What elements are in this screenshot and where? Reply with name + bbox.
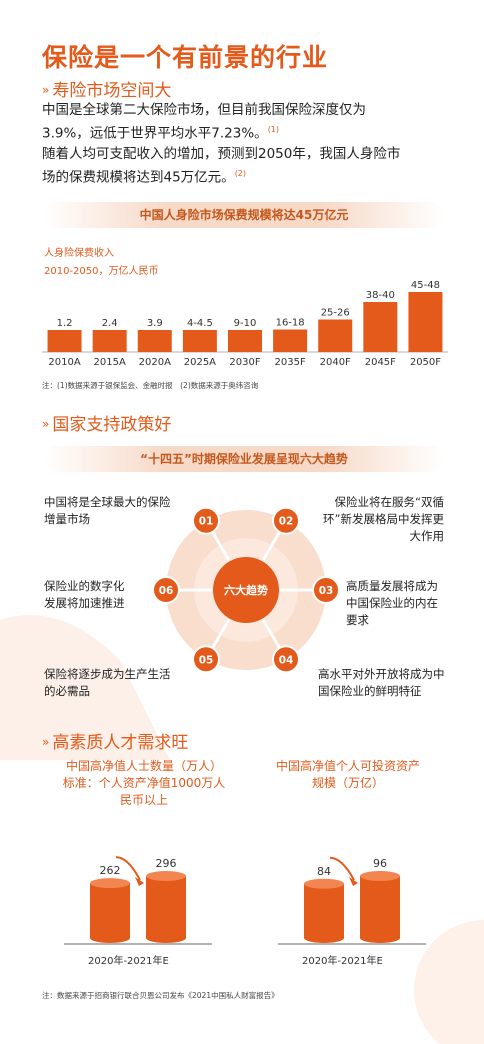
talent-bar — [90, 883, 130, 938]
trend-text-03: 高质量发展将成为 中国保险业的内在 要求 — [346, 579, 438, 627]
talent-bar-top — [90, 878, 130, 889]
trends-banner: “十四五”时期保险业发展呈现六大趋势 — [44, 446, 444, 472]
market-bar — [318, 319, 353, 352]
market-category-label: 2040F — [320, 357, 351, 368]
trend-text-04: 高水平对外开放将成为中 国保险业的鲜明特征 — [318, 667, 445, 698]
trend-text-05: 保险将逐步成为生产生活 的必需品 — [44, 667, 171, 698]
trend-number-badge — [192, 645, 220, 674]
market-value-label: 2.4 — [102, 318, 118, 329]
talent-bar-value: 96 — [373, 857, 387, 870]
talent-bar-value: 84 — [317, 865, 331, 878]
trend-number-badge — [192, 506, 220, 535]
hnwi-count-xlabel: 2020年-2021年E — [88, 956, 169, 967]
page-title: 保险是一个有前景的行业 — [42, 43, 329, 72]
market-bar — [408, 292, 443, 352]
hnwi-assets-title: 中国高净值个人可投资资产 规模（万亿） — [275, 759, 420, 790]
growth-arrow — [115, 856, 141, 881]
market-chart-subtitle: 人身险保费收入 — [44, 248, 114, 259]
market-value-label: 4-4.5 — [187, 318, 213, 329]
talent-bar-base — [90, 933, 130, 943]
intro-line: 随着人均可支配收入的增加，预测到2050年，我国人身险市 — [42, 145, 401, 162]
intro-line: 场的保费规模将达到45万亿元。(2) — [42, 168, 247, 186]
market-category-label: 2025A — [184, 357, 216, 368]
market-category-label: 2045F — [365, 357, 396, 368]
trend-number-label: 03 — [319, 585, 334, 597]
trend-number-badge — [272, 506, 300, 535]
market-category-label: 2020A — [139, 357, 171, 368]
trends-center-circle — [213, 557, 279, 623]
trend-text-01: 中国将是全球最大的保险 增量市场 — [44, 495, 171, 526]
section-heading-policy: » 国家支持政策好 — [42, 415, 172, 435]
market-category-label: 2015A — [94, 357, 126, 368]
section-heading-talent: » 高素质人才需求旺 — [42, 733, 189, 753]
trends-wheel: 六大趋势 01 02 03 04 05 06 — [152, 506, 340, 674]
trend-number-label: 02 — [279, 516, 294, 528]
talent-bar — [360, 876, 400, 938]
market-chart-subtitle: 2010-2050，万亿人民币 — [44, 266, 159, 277]
market-bar — [92, 330, 127, 352]
talent-bar-base — [360, 933, 400, 943]
market-bar — [228, 330, 262, 352]
market-value-label: 9-10 — [234, 318, 257, 329]
reference-mark: (2) — [234, 168, 247, 178]
market-value-label: 3.9 — [147, 318, 163, 329]
arrow-icon: » — [42, 735, 49, 749]
market-category-label: 2050F — [410, 357, 441, 368]
intro-line: 中国是全球第二大保险市场，但目前我国保险深度仅为 — [42, 102, 366, 118]
trend-text-06: 保险业的数字化 发展将加速推进 — [44, 579, 125, 610]
market-bar — [47, 330, 82, 352]
trend-number-label: 01 — [199, 516, 214, 528]
talent-bar-top — [304, 878, 344, 889]
reference-mark: (1) — [267, 125, 280, 134]
market-value-label: 1.2 — [57, 318, 73, 329]
talent-bar-top — [146, 871, 186, 881]
trend-number-badge — [272, 645, 300, 674]
arrow-icon: » — [42, 417, 49, 431]
trend-number-label: 06 — [159, 585, 174, 597]
market-chart-banner: 中国人身险市场保费规模将达45万亿元 — [44, 202, 444, 228]
intro-paragraph: 中国是全球第二大保险市场，但目前我国保险深度仅为 3.9%，远低于世界平均水平7… — [42, 100, 472, 187]
trend-number-badge — [152, 576, 180, 604]
trend-number-badge — [312, 576, 340, 604]
market-chart-note: 注：(1)数据来源于银保监会、金融时报 (2)数据来源于奥纬咨询 — [42, 381, 259, 390]
talent-bar — [304, 883, 344, 938]
trend-text-02: 保险业将在服务“双循 环”新发展格局中发挥更 大作用 — [323, 495, 444, 543]
market-bar — [273, 329, 308, 352]
talent-bar-value: 296 — [156, 857, 177, 870]
intro-line: 3.9%，远低于世界平均水平7.23%。(1) — [42, 125, 280, 142]
trend-number-label: 05 — [199, 654, 214, 666]
market-category-label: 2035F — [275, 357, 306, 368]
talent-bar — [146, 876, 186, 938]
market-bar — [137, 330, 172, 352]
hnwi-count-title: 中国高净值人士数量（万人） 标准：个人资产净值1000万人 民币以上 — [62, 759, 226, 807]
market-value-label: 25-26 — [321, 308, 350, 319]
talent-bar-value: 262 — [100, 864, 121, 877]
trends-center-label: 六大趋势 — [224, 583, 268, 597]
market-bar — [363, 302, 398, 352]
talent-bar-base — [304, 933, 344, 943]
growth-arrow-head — [135, 877, 144, 886]
growth-arrow-head — [349, 877, 358, 886]
market-value-label: 38-40 — [366, 290, 395, 301]
section-heading-market: » 寿险市场空间大 — [42, 81, 172, 101]
footer-note: 注：数据来源于招商银行联合贝恩公司发布《2021中国私人财富报告》 — [42, 991, 279, 1000]
talent-charts: 262 296 84 96 — [64, 856, 426, 945]
growth-arrow — [329, 856, 355, 881]
market-value-label: 45-48 — [411, 280, 440, 291]
talent-bar-base — [146, 933, 186, 943]
trend-number-label: 04 — [279, 654, 294, 666]
arrow-icon: » — [42, 83, 49, 97]
market-category-label: 2010A — [48, 357, 80, 368]
market-category-label: 2030F — [229, 357, 260, 368]
market-bar — [182, 330, 217, 352]
market-bar-chart: 1.2 2010A 2.4 2015A 3.9 2020A 4-4.5 2025A 9-10 20… — [42, 280, 448, 368]
hnwi-assets-xlabel: 2020年-2021年E — [302, 956, 383, 967]
talent-bar-top — [360, 871, 400, 881]
market-value-label: 16-18 — [276, 318, 305, 329]
